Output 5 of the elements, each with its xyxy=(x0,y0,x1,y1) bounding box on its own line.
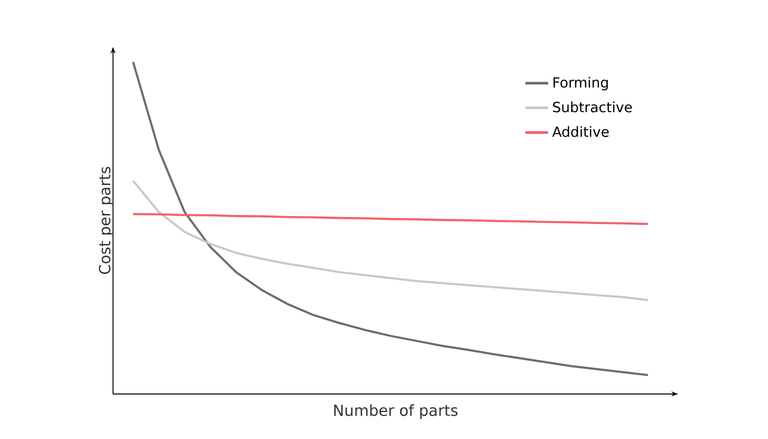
legend-label: Forming xyxy=(554,76,608,90)
legend-label: Subtractive xyxy=(553,102,632,112)
y-axis-title: Cost per parts xyxy=(98,166,114,274)
legend-label: Additive xyxy=(552,126,609,137)
x-axis-title: Number of parts xyxy=(334,404,458,420)
